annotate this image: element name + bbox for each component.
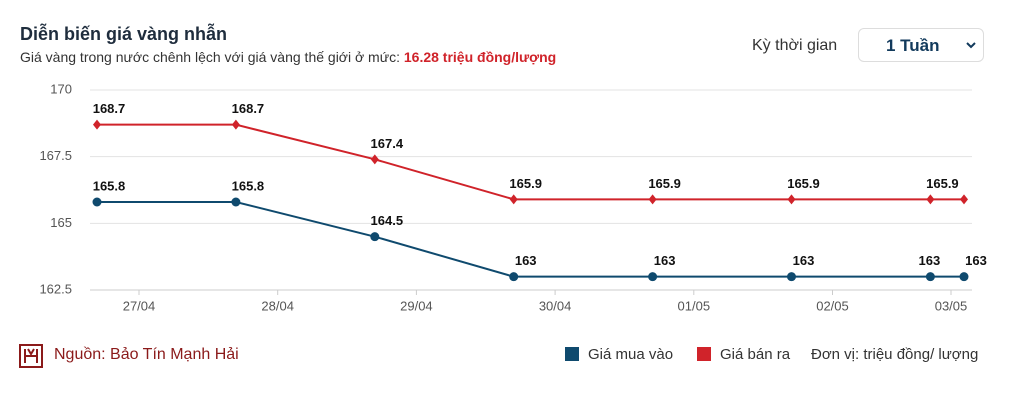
period-label: Kỳ thời gian [752,37,838,54]
title: Diễn biến giá vàng nhẫn [20,24,228,44]
data-label: 163 [515,253,537,268]
source: Nguồn: Bảo Tín Mạnh Hải [54,346,239,363]
point [960,194,968,205]
data-label: 165.9 [509,176,542,191]
point [925,272,935,282]
data-label: 163 [793,253,815,268]
x-tick-label: 28/04 [261,298,294,313]
y-tick-label: 170 [50,81,72,96]
x-tick-label: 29/04 [400,298,433,313]
point [231,197,241,207]
data-label: 164.5 [371,213,404,228]
subtitle-text: Giá vàng trong nước chênh lệch với giá v… [20,49,400,65]
point [231,119,240,130]
data-label: 165.8 [93,178,126,193]
point [926,194,935,205]
data-label: 163 [654,253,676,268]
legend-swatch [697,347,711,361]
period-select[interactable]: 1 Tuần [858,28,984,62]
subtitle: Giá vàng trong nước chênh lệch với giá v… [20,49,556,65]
data-label: 165.8 [232,178,265,193]
point [370,154,379,165]
x-tick-label: 27/04 [123,298,156,313]
x-tick-label: 03/05 [935,298,968,313]
legend-label: Giá bán ra [720,346,791,363]
point [787,272,796,282]
point [92,197,102,207]
point [648,272,658,282]
subtitle-highlight: 16.28 triệu đồng/lượng [403,49,557,65]
data-label: 163 [965,253,987,268]
chevron [966,42,976,49]
point [509,194,518,205]
data-label: 168.7 [93,101,126,116]
point [959,272,969,282]
point [648,194,657,205]
y-tick-label: 167.5 [39,148,72,163]
point [509,272,519,282]
point [787,194,796,205]
point [370,232,380,242]
data-label: 165.9 [648,176,681,191]
data-label: 163 [919,253,941,268]
point [93,119,101,130]
period-value: 1 Tuần [886,36,940,55]
data-label: 168.7 [232,101,265,116]
series-line [97,123,964,201]
legend-swatch [565,347,579,361]
legend-label: Giá mua vào [588,346,674,363]
x-tick-label: 01/05 [678,298,711,313]
data-label: 165.9 [787,176,820,191]
series-line [97,201,964,278]
unit: Đơn vị: triệu đồng/ lượng [811,346,979,363]
y-tick-label: 165 [50,215,72,230]
y-tick-label: 162.5 [39,281,72,296]
logo [19,344,43,368]
x-tick-label: 02/05 [816,298,849,313]
x-tick-label: 30/04 [539,298,572,313]
data-label: 165.9 [926,176,959,191]
data-label: 167.4 [371,136,404,151]
